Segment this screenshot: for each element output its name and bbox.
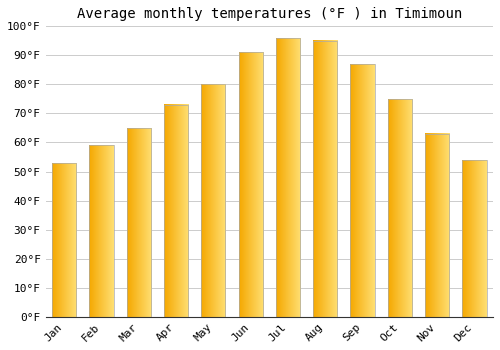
- Bar: [388, 99, 412, 317]
- Bar: [90, 145, 114, 317]
- Bar: [52, 163, 76, 317]
- Bar: [276, 38, 300, 317]
- Bar: [350, 64, 374, 317]
- Bar: [238, 52, 263, 317]
- Bar: [462, 160, 486, 317]
- Bar: [425, 134, 449, 317]
- Title: Average monthly temperatures (°F ) in Timimoun: Average monthly temperatures (°F ) in Ti…: [76, 7, 462, 21]
- Bar: [126, 128, 151, 317]
- Bar: [164, 105, 188, 317]
- Bar: [201, 84, 226, 317]
- Bar: [313, 41, 338, 317]
